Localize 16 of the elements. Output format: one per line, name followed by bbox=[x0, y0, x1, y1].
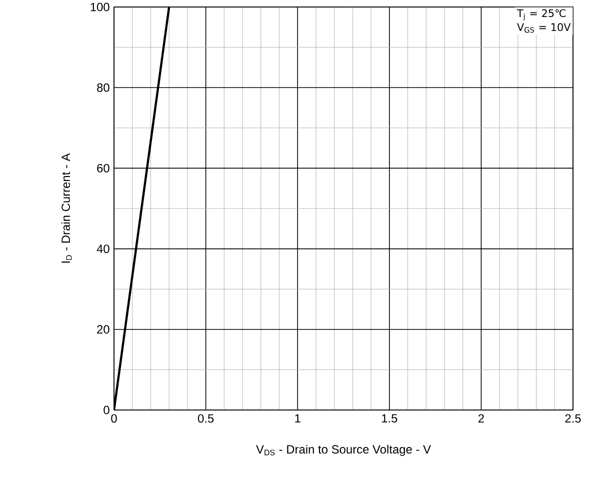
y-tick-label: 80 bbox=[97, 83, 110, 92]
y-tick-label: 40 bbox=[96, 244, 110, 254]
y-tick-label: 60 bbox=[97, 164, 110, 172]
x-tick-label: 1.5 bbox=[382, 414, 398, 423]
x-tick-label: 0.5 bbox=[198, 414, 214, 423]
y-tick-label: 100 bbox=[90, 2, 110, 12]
x-tick-label: 2.5 bbox=[565, 414, 581, 423]
annotation: V$_{GS}$ = 10V bbox=[517, 23, 571, 33]
y-axis-title: I$_{D}$ - Drain Current - A bbox=[61, 153, 72, 263]
x-tick-label: 1 bbox=[295, 414, 300, 422]
y-tick-label: 0 bbox=[104, 406, 110, 414]
x-tick-label: 0 bbox=[111, 414, 117, 423]
annotation: T$_{j}$ = 25℃ bbox=[516, 9, 566, 20]
y-tick-label: 20 bbox=[97, 325, 110, 334]
x-axis-title: V$_{DS}$ - Drain to Source Voltage - V bbox=[256, 444, 431, 456]
x-tick-label: 2 bbox=[478, 414, 484, 423]
